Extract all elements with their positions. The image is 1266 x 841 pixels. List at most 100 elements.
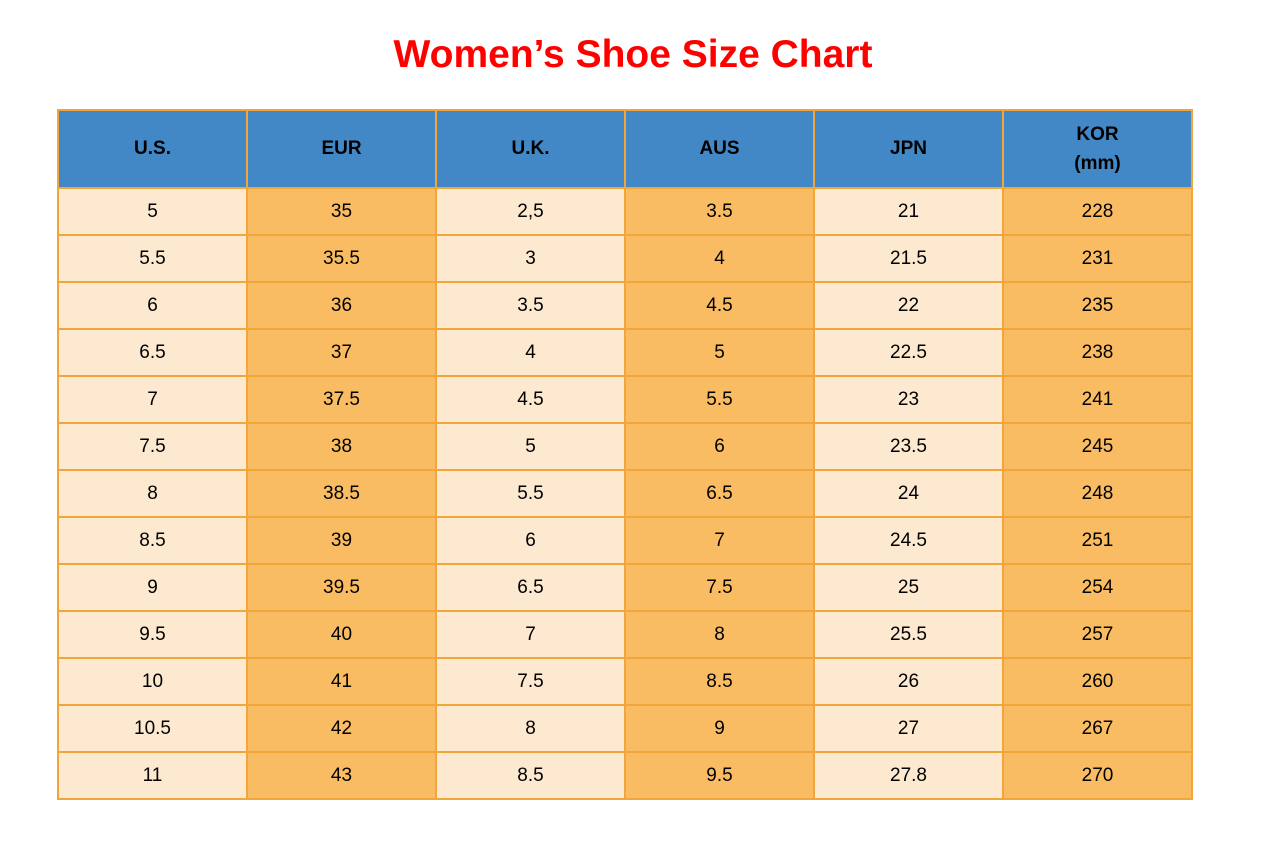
page-title: Women’s Shoe Size Chart — [393, 33, 873, 76]
table-cell: 8 — [624, 610, 815, 659]
table-header: U.S. EUR U.K. AUS JPN KOR (mm) — [57, 109, 1193, 189]
table-cell: 6.5 — [435, 563, 626, 612]
table-cell: 40 — [246, 610, 437, 659]
shoe-size-table: U.S. EUR U.K. AUS JPN KOR (mm) 5 35 2,5 3.5 21 228 5… — [57, 109, 1193, 800]
table-cell: 248 — [1002, 469, 1193, 518]
table-cell: 7.5 — [624, 563, 815, 612]
table-cell: 228 — [1002, 187, 1193, 236]
table-cell: 22 — [813, 281, 1004, 330]
table-cell: 27.8 — [813, 751, 1004, 800]
table-cell: 11 — [57, 751, 248, 800]
table-cell: 24.5 — [813, 516, 1004, 565]
table-cell: 35 — [246, 187, 437, 236]
table-cell: 39 — [246, 516, 437, 565]
table-cell: 251 — [1002, 516, 1193, 565]
table-row: 5 35 2,5 3.5 21 228 — [57, 187, 1193, 236]
column-header-jpn: JPN — [813, 109, 1004, 189]
table-cell: 6 — [624, 422, 815, 471]
table-row: 7 37.5 4.5 5.5 23 241 — [57, 375, 1193, 424]
column-header-us: U.S. — [57, 109, 248, 189]
table-cell: 5 — [57, 187, 248, 236]
table-cell: 270 — [1002, 751, 1193, 800]
table-cell: 9 — [57, 563, 248, 612]
table-cell: 3 — [435, 234, 626, 283]
table-cell: 41 — [246, 657, 437, 706]
table-cell: 25.5 — [813, 610, 1004, 659]
table-row: 6 36 3.5 4.5 22 235 — [57, 281, 1193, 330]
table-cell: 5.5 — [435, 469, 626, 518]
table-row: 5.5 35.5 3 4 21.5 231 — [57, 234, 1193, 283]
table-cell: 6 — [57, 281, 248, 330]
table-cell: 24 — [813, 469, 1004, 518]
column-header-kor: KOR (mm) — [1002, 109, 1193, 189]
table-cell: 38.5 — [246, 469, 437, 518]
table-cell: 4.5 — [624, 281, 815, 330]
table-cell: 42 — [246, 704, 437, 753]
table-cell: 8.5 — [435, 751, 626, 800]
table-cell: 6 — [435, 516, 626, 565]
table-cell: 6.5 — [624, 469, 815, 518]
table-cell: 4.5 — [435, 375, 626, 424]
table-row: 9 39.5 6.5 7.5 25 254 — [57, 563, 1193, 612]
table-cell: 5.5 — [57, 234, 248, 283]
table-cell: 4 — [435, 328, 626, 377]
table-cell: 5 — [435, 422, 626, 471]
table-cell: 9.5 — [57, 610, 248, 659]
table-cell: 231 — [1002, 234, 1193, 283]
table-cell: 26 — [813, 657, 1004, 706]
table-cell: 23 — [813, 375, 1004, 424]
table-cell: 8 — [435, 704, 626, 753]
table-cell: 39.5 — [246, 563, 437, 612]
table-cell: 5 — [624, 328, 815, 377]
table-cell: 36 — [246, 281, 437, 330]
table-row: 10.5 42 8 9 27 267 — [57, 704, 1193, 753]
table-cell: 257 — [1002, 610, 1193, 659]
table-row: 10 41 7.5 8.5 26 260 — [57, 657, 1193, 706]
table-cell: 2,5 — [435, 187, 626, 236]
table-cell: 267 — [1002, 704, 1193, 753]
column-header-aus: AUS — [624, 109, 815, 189]
table-row: 8 38.5 5.5 6.5 24 248 — [57, 469, 1193, 518]
table-cell: 10 — [57, 657, 248, 706]
table-cell: 10.5 — [57, 704, 248, 753]
table-cell: 7 — [624, 516, 815, 565]
table-row: 9.5 40 7 8 25.5 257 — [57, 610, 1193, 659]
table-cell: 235 — [1002, 281, 1193, 330]
table-cell: 27 — [813, 704, 1004, 753]
table-cell: 21 — [813, 187, 1004, 236]
table-cell: 7 — [57, 375, 248, 424]
table-cell: 241 — [1002, 375, 1193, 424]
table-body: 5 35 2,5 3.5 21 228 5.5 35.5 3 4 21.5 231 6 36 3.5 4.5 2… — [57, 187, 1193, 800]
header-row: U.S. EUR U.K. AUS JPN KOR (mm) — [57, 109, 1193, 189]
table-row: 7.5 38 5 6 23.5 245 — [57, 422, 1193, 471]
table-row: 6.5 37 4 5 22.5 238 — [57, 328, 1193, 377]
table-cell: 23.5 — [813, 422, 1004, 471]
table-cell: 8.5 — [624, 657, 815, 706]
table-cell: 238 — [1002, 328, 1193, 377]
table-cell: 38 — [246, 422, 437, 471]
table-cell: 254 — [1002, 563, 1193, 612]
table-cell: 6.5 — [57, 328, 248, 377]
table-cell: 9.5 — [624, 751, 815, 800]
table-cell: 3.5 — [435, 281, 626, 330]
table-cell: 7.5 — [435, 657, 626, 706]
table-cell: 7.5 — [57, 422, 248, 471]
table-cell: 37.5 — [246, 375, 437, 424]
table-row: 8.5 39 6 7 24.5 251 — [57, 516, 1193, 565]
column-header-uk: U.K. — [435, 109, 626, 189]
table-cell: 21.5 — [813, 234, 1004, 283]
table-cell: 4 — [624, 234, 815, 283]
table-cell: 7 — [435, 610, 626, 659]
table-cell: 37 — [246, 328, 437, 377]
table-cell: 35.5 — [246, 234, 437, 283]
table-cell: 25 — [813, 563, 1004, 612]
table-cell: 8 — [57, 469, 248, 518]
table-cell: 9 — [624, 704, 815, 753]
table-cell: 245 — [1002, 422, 1193, 471]
table-cell: 22.5 — [813, 328, 1004, 377]
table-row: 11 43 8.5 9.5 27.8 270 — [57, 751, 1193, 800]
table-cell: 43 — [246, 751, 437, 800]
table-cell: 3.5 — [624, 187, 815, 236]
table-cell: 8.5 — [57, 516, 248, 565]
table-cell: 5.5 — [624, 375, 815, 424]
